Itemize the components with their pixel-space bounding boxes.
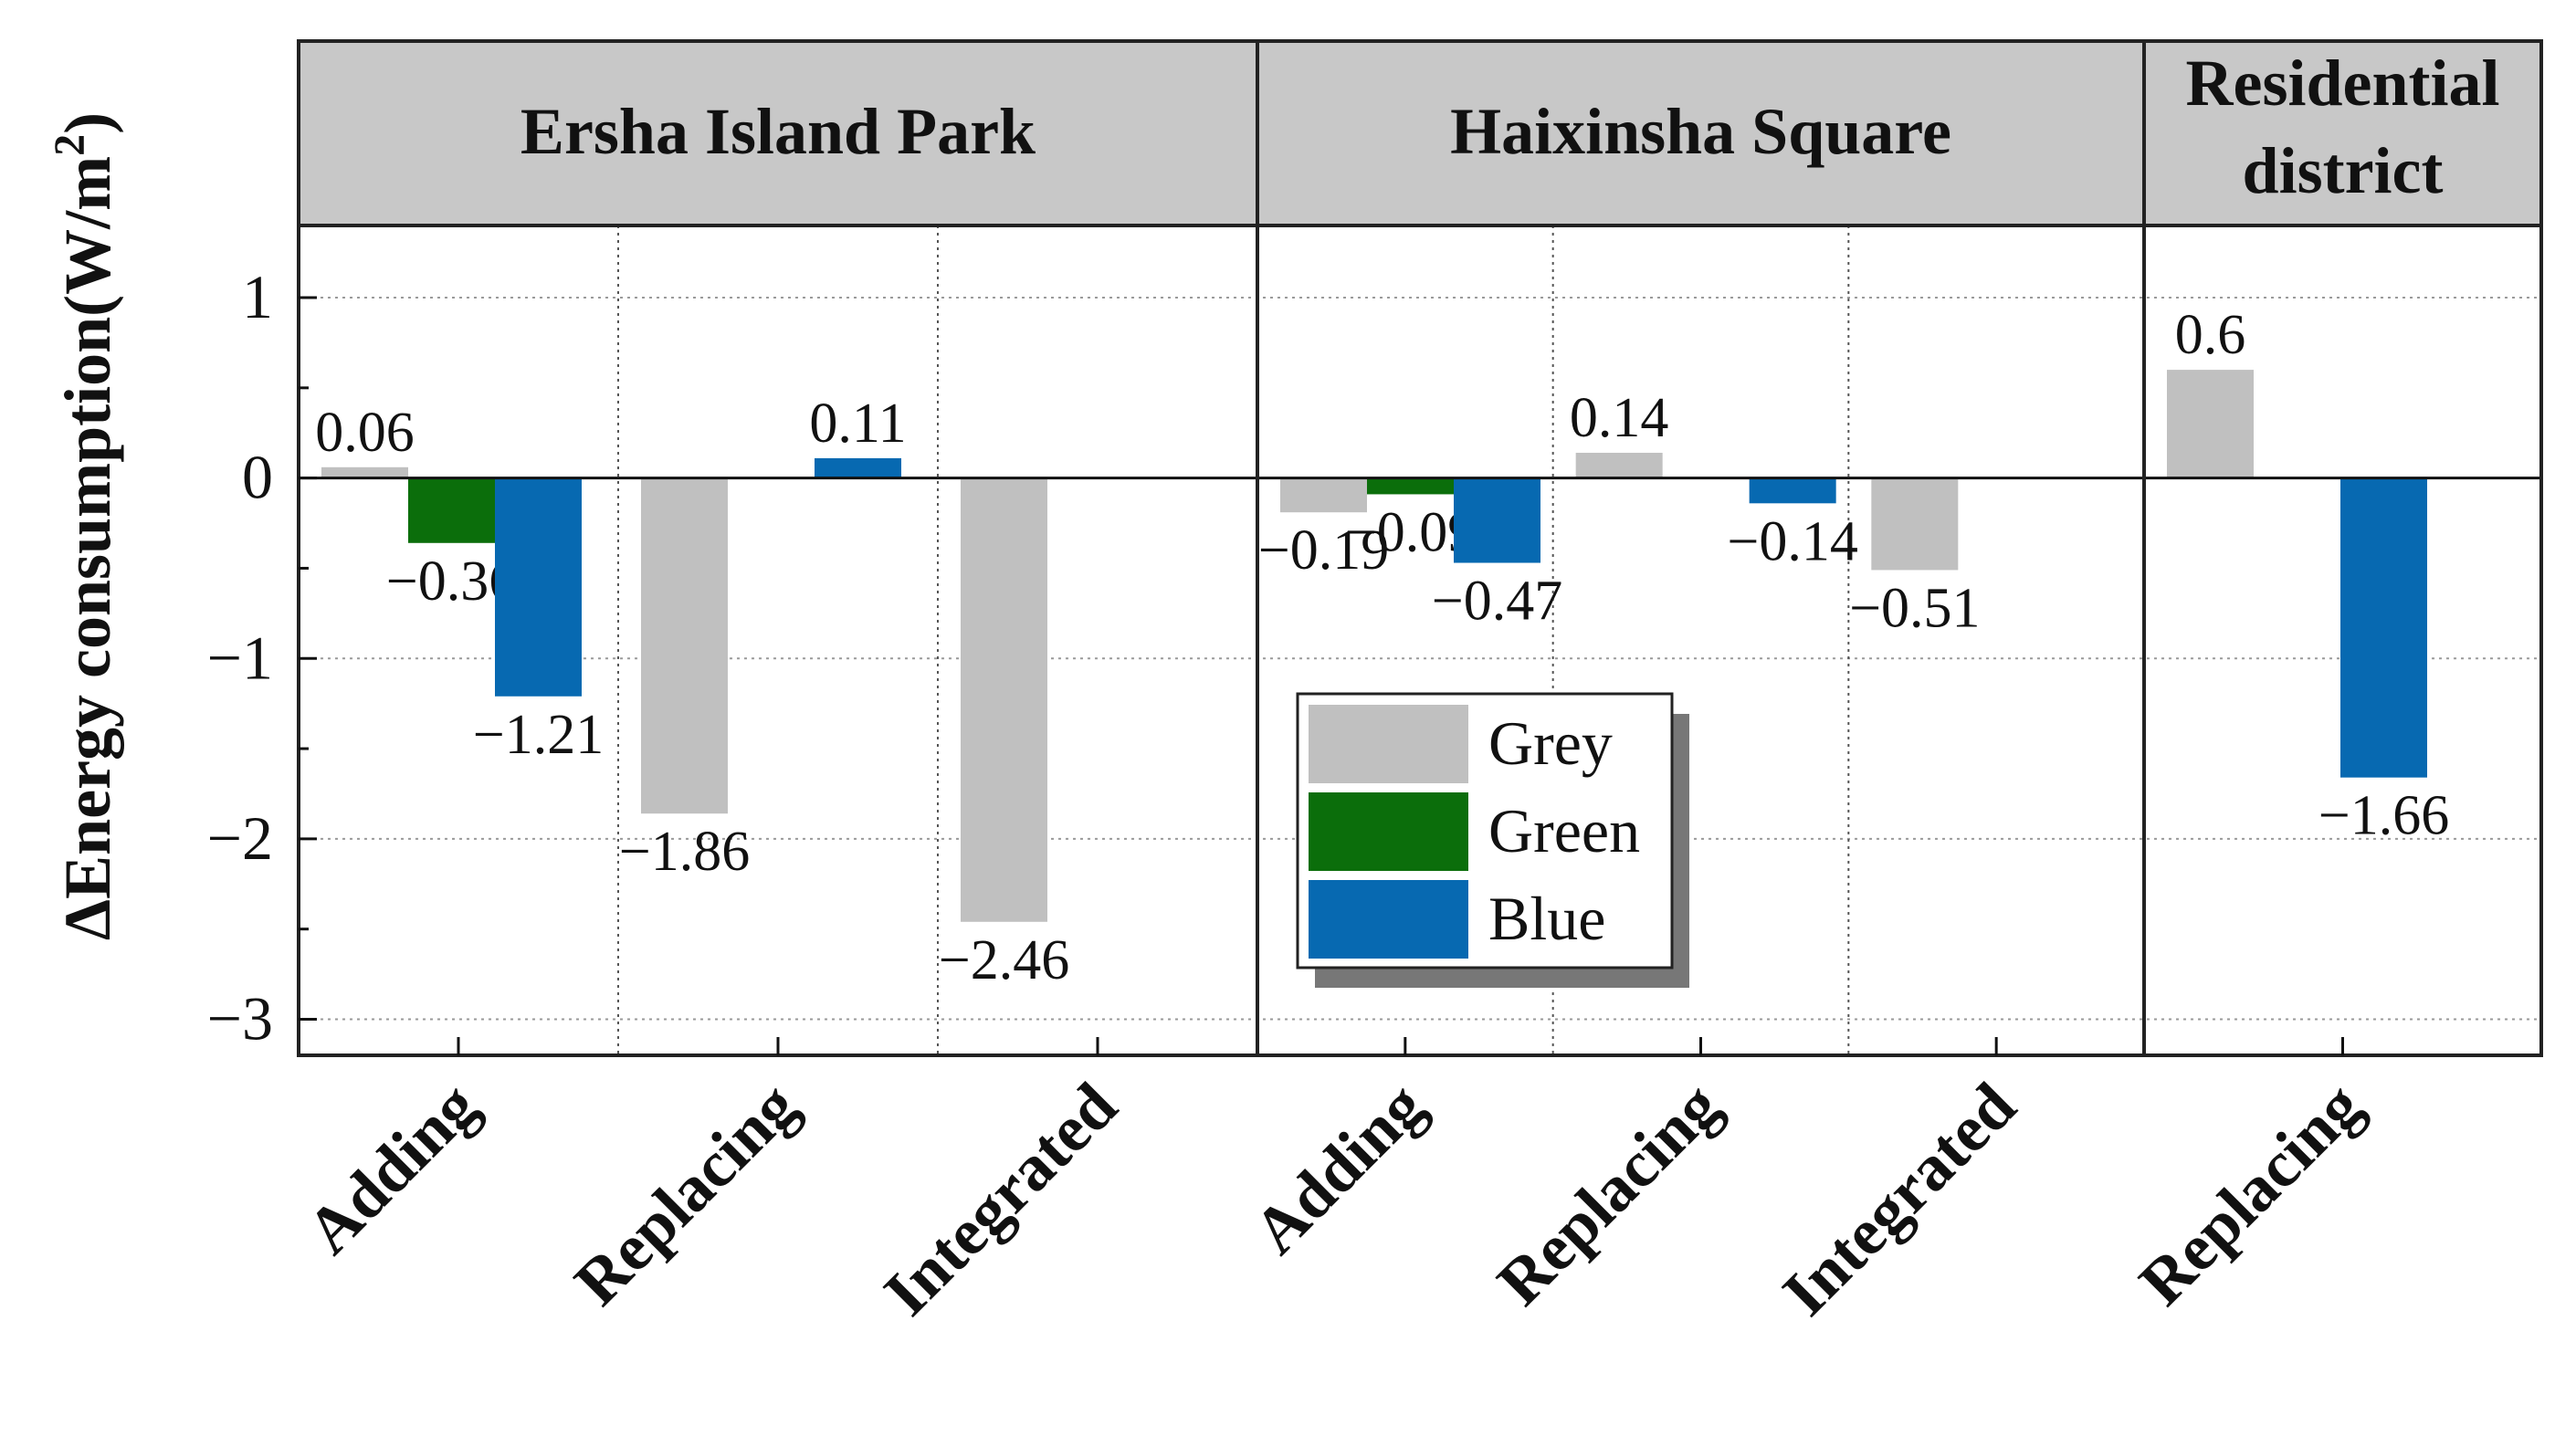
bar-grey xyxy=(961,477,1047,922)
data-label: −1.21 xyxy=(473,704,604,766)
data-label: 0.06 xyxy=(315,402,415,464)
bar-green xyxy=(408,477,495,543)
y-tick-label: 1 xyxy=(242,262,273,331)
legend-swatch-grey xyxy=(1309,705,1468,783)
legend-label: Green xyxy=(1488,796,1640,865)
data-label: −2.46 xyxy=(939,929,1069,991)
x-category-label: Adding xyxy=(292,1069,491,1268)
y-axis-title: ΔEnergy consumption(W/m2) xyxy=(46,112,124,940)
data-label: −1.66 xyxy=(2318,785,2449,847)
legend-label: Grey xyxy=(1488,708,1613,778)
bar-grey xyxy=(1871,477,1959,571)
bar-grey xyxy=(1575,452,1663,478)
x-category-label: Replacing xyxy=(561,1069,811,1319)
bar-blue xyxy=(2340,477,2427,778)
panel-title: Ersha Island Park xyxy=(520,95,1036,168)
y-tick-label: −2 xyxy=(207,803,273,873)
panel-header-band xyxy=(297,39,2543,227)
data-label: 0.6 xyxy=(2175,304,2246,366)
y-tick-label: −3 xyxy=(207,983,273,1053)
bar-grey xyxy=(1280,477,1367,513)
data-label: −0.47 xyxy=(1432,571,1562,633)
panel-title-line: district xyxy=(2243,134,2444,207)
bar-green xyxy=(1367,477,1454,495)
x-category-label: Adding xyxy=(1239,1069,1438,1268)
data-label: 0.14 xyxy=(1570,387,1669,449)
bar-blue xyxy=(495,477,582,697)
panel-title: Haixinsha Square xyxy=(1450,95,1951,168)
data-label: −1.86 xyxy=(619,821,750,883)
legend-label: Blue xyxy=(1488,884,1605,953)
x-category-label: Replacing xyxy=(1483,1069,1733,1319)
legend-swatch-blue xyxy=(1309,880,1468,959)
y-axis-title-superscript: 2 xyxy=(46,134,94,156)
y-tick-label: −1 xyxy=(207,623,273,692)
x-category-label: Replacing xyxy=(2125,1069,2375,1319)
x-category-label: Integrated xyxy=(1769,1069,2030,1330)
y-axis-title-main: ΔEnergy consumption(W/m xyxy=(51,156,124,940)
plot-frame xyxy=(297,224,2543,1057)
y-tick-label: 0 xyxy=(242,443,273,512)
data-label: −0.51 xyxy=(1849,577,1980,639)
bar-blue xyxy=(1749,477,1836,504)
data-label: 0.11 xyxy=(809,393,906,455)
bar-grey xyxy=(641,477,728,814)
bar-blue xyxy=(1454,477,1540,563)
data-label: −0.19 xyxy=(1258,519,1389,582)
bar-grey xyxy=(2167,370,2254,478)
y-axis-title-close: ) xyxy=(51,112,124,134)
bar-blue xyxy=(815,457,901,478)
legend: Grey Green Blue xyxy=(1296,692,1689,988)
bar-grey xyxy=(321,466,408,478)
x-category-label: Integrated xyxy=(870,1069,1131,1330)
data-label: −0.14 xyxy=(1727,510,1857,572)
panel-title-line: Residential xyxy=(2185,47,2499,120)
legend-swatch-green xyxy=(1309,792,1468,871)
